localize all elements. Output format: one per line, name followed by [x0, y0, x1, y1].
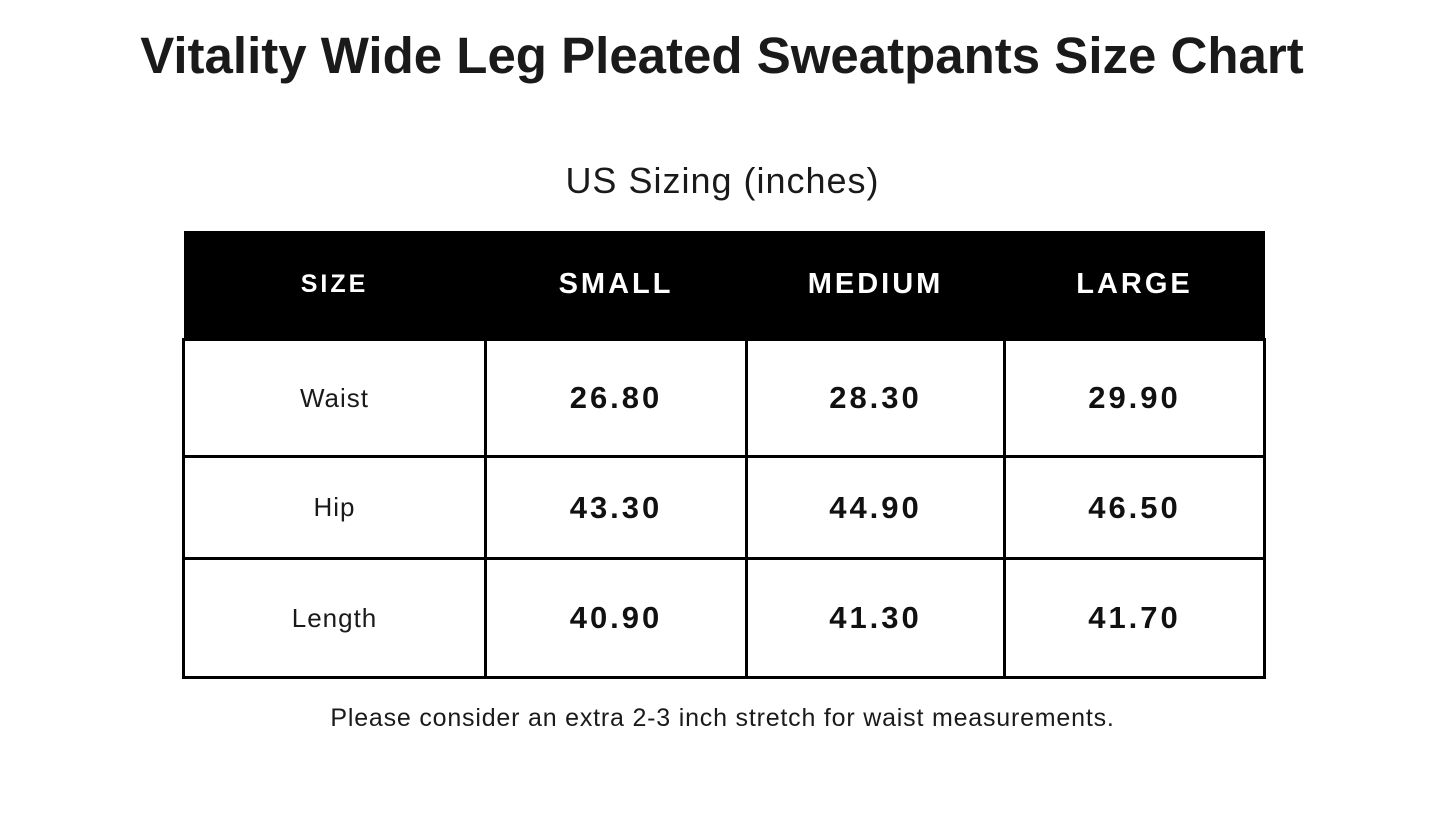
row-label: Length [182, 557, 487, 679]
size-table: SIZE SMALL MEDIUM LARGE Waist 26.80 28.30 29.9… [182, 231, 1266, 679]
cell-value: 28.30 [745, 338, 1006, 458]
column-header: SMALL [485, 231, 747, 340]
cell-value: 46.50 [1003, 455, 1266, 560]
footnote: Please consider an extra 2-3 inch stretc… [330, 704, 1115, 732]
column-header: LARGE [1004, 231, 1265, 340]
header-row: SIZE SMALL MEDIUM LARGE [183, 231, 1265, 340]
cell-value: 41.30 [745, 557, 1006, 679]
column-header: MEDIUM [746, 231, 1005, 340]
table-row: Waist 26.80 28.30 29.90 [182, 338, 1266, 458]
cell-value: 26.80 [484, 338, 748, 458]
cell-value: 43.30 [484, 455, 748, 560]
cell-value: 40.90 [484, 557, 748, 679]
cell-value: 44.90 [745, 455, 1006, 560]
title: Vitality Wide Leg Pleated Sweatpants Siz… [140, 27, 1304, 84]
subtitle: US Sizing (inches) [565, 160, 880, 201]
column-header: SIZE [183, 231, 486, 340]
table-row: Length 40.90 41.30 41.70 [182, 557, 1266, 679]
row-label: Waist [182, 338, 487, 458]
row-label: Hip [182, 455, 487, 560]
cell-value: 41.70 [1003, 557, 1266, 679]
cell-value: 29.90 [1003, 338, 1266, 458]
table-row: Hip 43.30 44.90 46.50 [182, 455, 1266, 560]
